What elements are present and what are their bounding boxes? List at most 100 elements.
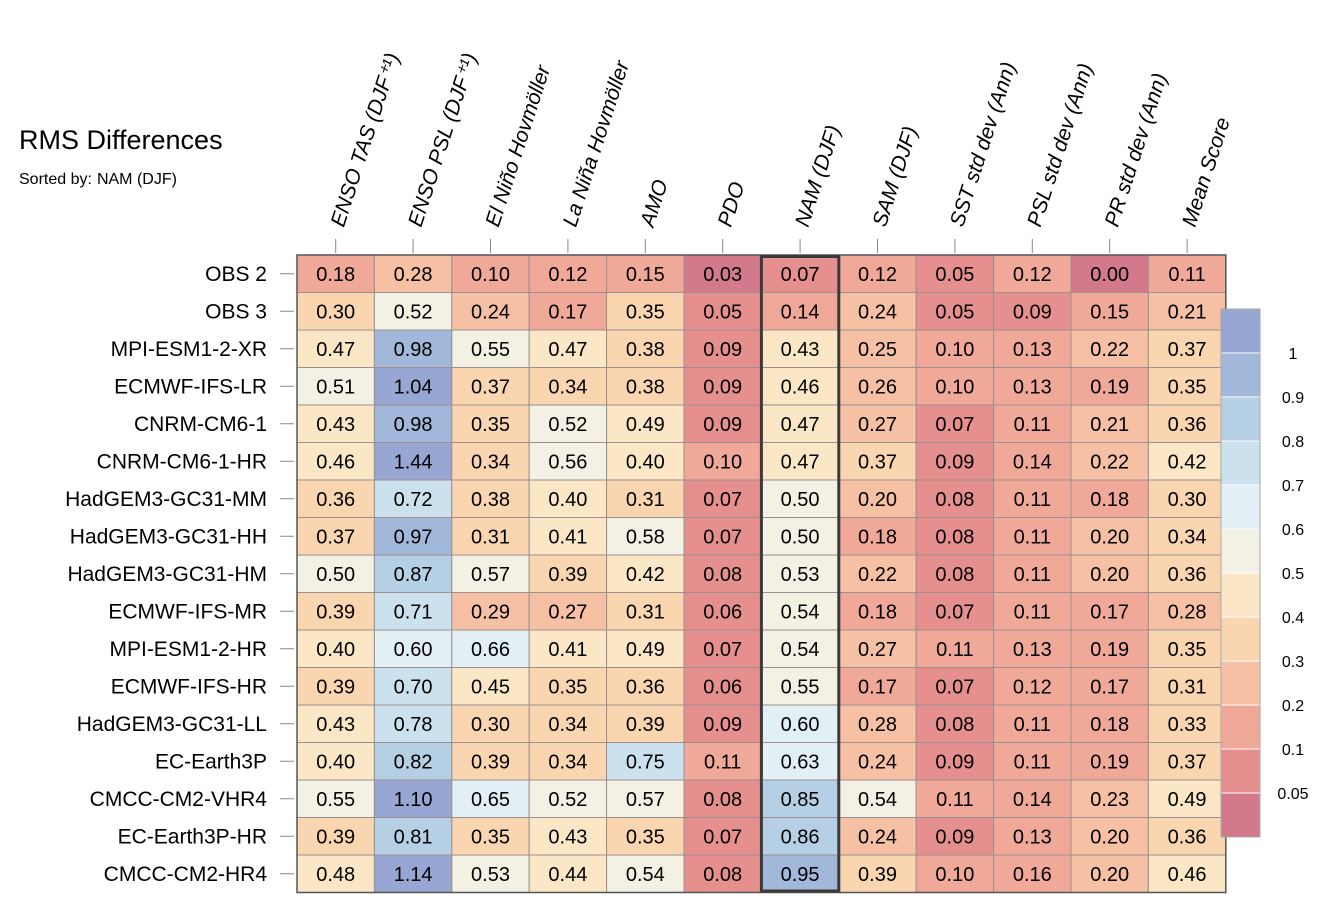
cell-value: 0.18 (1090, 714, 1129, 736)
cell-value: 0.18 (858, 601, 897, 623)
cell-value: 0.31 (1168, 676, 1207, 698)
heatmap-cell (451, 292, 530, 331)
cell-value: 0.07 (703, 526, 742, 548)
cell-value: 0.50 (316, 564, 355, 586)
cell-value: 0.11 (1014, 601, 1051, 623)
heatmap-cell (1147, 254, 1227, 293)
heatmap-cell (683, 442, 762, 481)
row-label: EC-Earth3P (155, 750, 267, 773)
heatmap-cell (683, 854, 762, 893)
cell-value: 1.10 (394, 789, 433, 811)
cell-value: 0.87 (394, 564, 433, 586)
cell-value: 0.39 (316, 601, 355, 623)
cell-value: 0.34 (1168, 526, 1207, 548)
cell-value: 0.42 (626, 564, 665, 586)
cell-value: 0.47 (781, 451, 820, 473)
heatmap-cell (528, 592, 608, 631)
cell-value: 0.54 (626, 864, 665, 886)
cell-value: 0.40 (316, 639, 355, 661)
cell-value: 0.08 (935, 526, 974, 548)
heatmap-cell (993, 854, 1072, 893)
cell-value: 0.11 (1014, 564, 1051, 586)
heatmap-cell (1070, 854, 1149, 893)
cell-value: 0.41 (548, 639, 587, 661)
cell-value: 0.37 (1168, 339, 1207, 361)
heatmap-cell (373, 742, 453, 781)
heatmap-cell (838, 442, 917, 481)
heatmap-cell (683, 254, 762, 293)
heatmap-cell (296, 592, 375, 631)
heatmap-cell (683, 592, 762, 631)
colorbar-tick-label: 1 (1289, 346, 1298, 363)
colorbar-segment (1220, 528, 1261, 574)
heatmap-cell (1147, 854, 1227, 893)
column-label: La Niña Hovmöller (559, 57, 635, 229)
cell-value: 1.44 (394, 451, 433, 473)
cell-value: 0.08 (935, 564, 974, 586)
heatmap-cell (528, 254, 608, 293)
heatmap-cell (528, 442, 608, 481)
cell-value: 0.50 (781, 489, 820, 511)
heatmap-cell (683, 329, 762, 368)
row-label: CNRM-CM6-1-HR (97, 450, 267, 473)
heatmap-cell (373, 292, 453, 331)
cell-value: 0.07 (703, 826, 742, 848)
cell-value: 0.39 (316, 826, 355, 848)
heatmap-cell (451, 367, 530, 406)
colorbar-segment (1220, 484, 1261, 530)
heatmap-cell (1147, 817, 1227, 856)
heatmap-cells: 0.18 0.28 0.10 0.12 0.15 0.03 0.07 0.12 0.05 0.12… (296, 254, 1227, 893)
cell-value: 0.07 (703, 639, 742, 661)
cell-value: 0.48 (316, 864, 355, 886)
row-label: CMCC-CM2-VHR4 (90, 788, 268, 811)
heatmap-cell (760, 629, 840, 668)
heatmap-cell (373, 704, 453, 743)
cell-value: 0.21 (1090, 414, 1129, 436)
colorbar-segment (1220, 440, 1261, 486)
cell-value: 0.55 (471, 339, 510, 361)
heatmap-cell (451, 554, 530, 593)
highlighted-column-box (759, 255, 841, 893)
cell-value: 0.08 (703, 789, 742, 811)
heatmap-cell (1070, 367, 1149, 406)
heatmap-cell (993, 817, 1072, 856)
cell-value: 0.11 (1168, 264, 1205, 286)
cell-value: 0.05 (935, 301, 974, 323)
heatmap-cell (838, 742, 917, 781)
cell-value: 0.14 (1013, 451, 1052, 473)
cell-value: 0.13 (1013, 826, 1052, 848)
colorbar-segment (1220, 308, 1261, 354)
cell-value: 0.81 (394, 826, 433, 848)
colorbar-segment (1220, 660, 1261, 706)
cell-value: 0.07 (935, 676, 974, 698)
heatmap-cell (1070, 704, 1149, 743)
cell-value: 0.55 (781, 676, 820, 698)
cell-value: 0.95 (781, 864, 820, 886)
cell-value: 0.09 (703, 376, 742, 398)
cell-value: 0.07 (703, 489, 742, 511)
cell-value: 0.19 (1090, 751, 1129, 773)
heatmap-cell (760, 554, 840, 593)
cell-value: 0.40 (626, 451, 665, 473)
cell-value: 0.98 (394, 414, 433, 436)
cell-value: 0.09 (935, 451, 974, 473)
heatmap-cell (760, 404, 840, 443)
cell-value: 0.63 (781, 751, 820, 773)
cell-value: 0.12 (1013, 676, 1052, 698)
cell-value: 0.22 (1090, 451, 1129, 473)
cell-value: 0.52 (394, 301, 433, 323)
heatmap-cell (451, 817, 530, 856)
cell-value: 0.42 (1168, 451, 1207, 473)
cell-value: 0.36 (1168, 414, 1207, 436)
cell-value: 0.37 (858, 451, 897, 473)
cell-value: 0.72 (394, 489, 433, 511)
row-label: ECMWF-IFS-HR (111, 675, 267, 698)
cell-value: 0.09 (703, 339, 742, 361)
cell-value: 0.06 (703, 601, 742, 623)
cell-value: 0.08 (935, 714, 974, 736)
heatmap-cell (760, 592, 840, 631)
heatmap-cell (1147, 442, 1227, 481)
heatmap-cell (1070, 629, 1149, 668)
row-label: EC-Earth3P-HR (118, 825, 267, 848)
cell-value: 0.12 (858, 264, 897, 286)
